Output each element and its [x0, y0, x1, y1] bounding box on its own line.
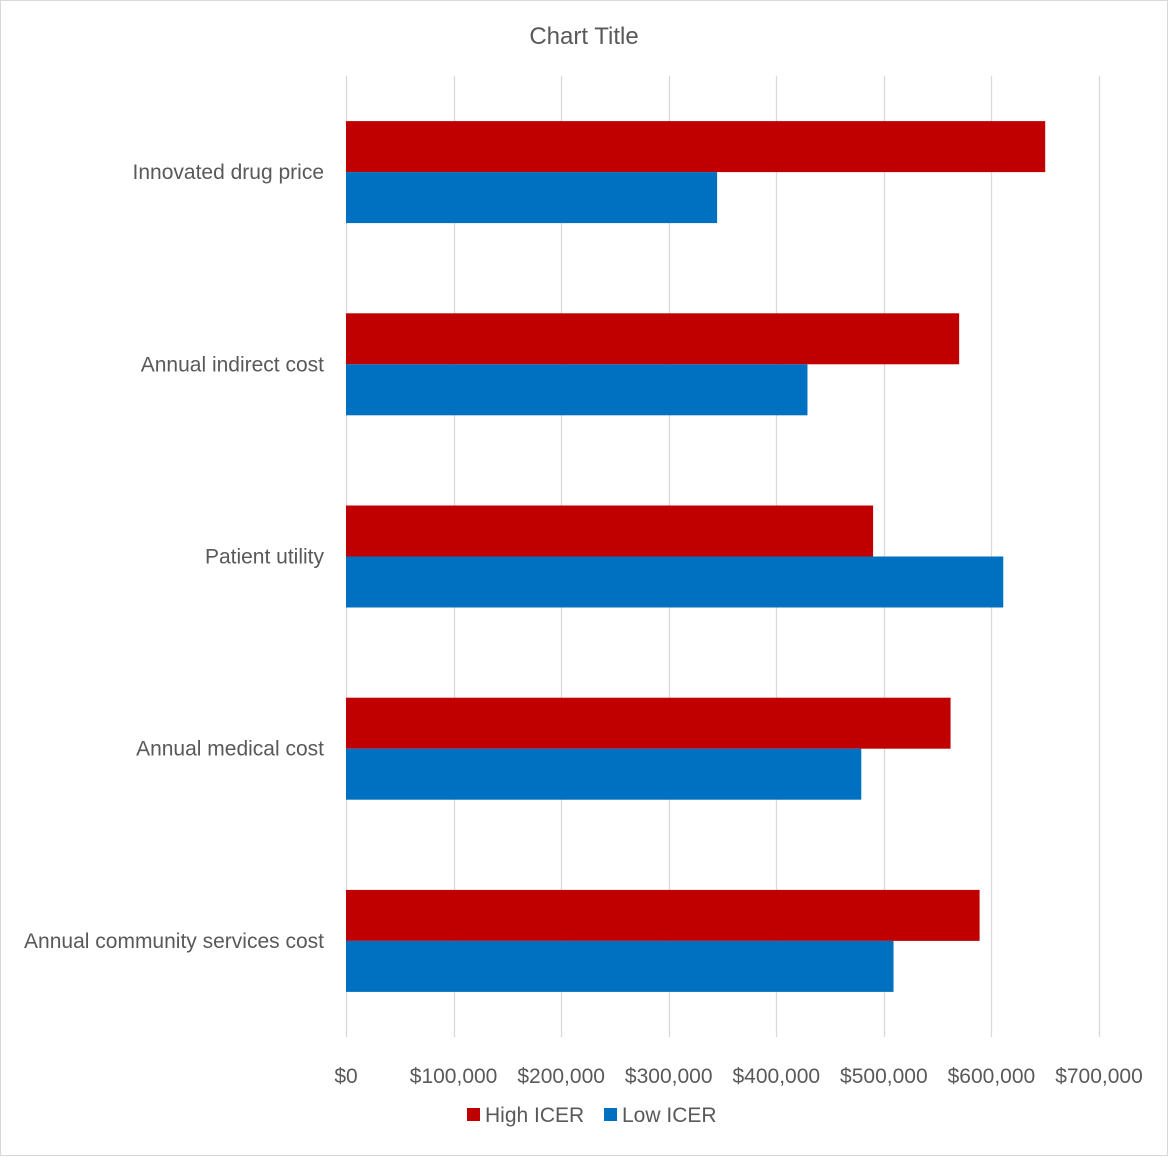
legend: High ICER Low ICER [467, 1104, 717, 1127]
x-tick-label: $0 [334, 1065, 357, 1088]
bar-high-icer [346, 505, 874, 557]
category-labels: Innovated drug price Annual indirect cost… [24, 161, 324, 953]
bar-low-icer [346, 940, 894, 992]
legend-label: Low ICER [622, 1104, 717, 1127]
x-tick-label: $600,000 [948, 1065, 1036, 1088]
bar-low-icer [346, 172, 718, 224]
chart-title: Chart Title [529, 23, 638, 50]
category-label: Patient utility [205, 546, 325, 569]
bars [346, 121, 1046, 992]
bar-high-icer [346, 313, 960, 365]
category-label: Annual medical cost [136, 738, 324, 761]
x-tick-label: $100,000 [410, 1065, 498, 1088]
x-tick-label: $400,000 [732, 1065, 820, 1088]
legend-label: High ICER [485, 1104, 584, 1127]
category-label: Innovated drug price [133, 161, 324, 184]
category-label: Annual indirect cost [141, 353, 324, 376]
category-label: Annual community services cost [24, 930, 324, 953]
x-tick-label: $700,000 [1055, 1065, 1143, 1088]
x-axis-tick-labels: $0 $100,000 $200,000 $300,000 $400,000 $500,0… [334, 1065, 1142, 1088]
bar-high-icer [346, 889, 980, 941]
bar-low-icer [346, 556, 1004, 608]
x-tick-label: $300,000 [625, 1065, 713, 1088]
legend-swatch [467, 1108, 480, 1121]
bar-low-icer [346, 748, 862, 800]
legend-swatch [604, 1108, 617, 1121]
x-tick-label: $500,000 [840, 1065, 928, 1088]
bar-low-icer [346, 364, 808, 416]
bar-high-icer [346, 121, 1046, 173]
x-tick-label: $200,000 [517, 1065, 605, 1088]
bar-high-icer [346, 697, 951, 749]
